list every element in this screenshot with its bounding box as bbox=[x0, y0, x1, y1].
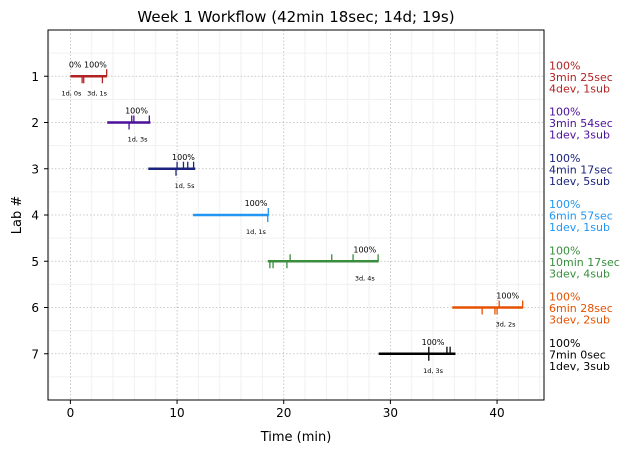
summary-line: 100% bbox=[549, 59, 580, 72]
summary-line: 4dev, 1sub bbox=[549, 82, 610, 95]
summary-line: 100% bbox=[549, 106, 580, 119]
summary-line: 3min 25sec bbox=[549, 71, 613, 84]
detail-label: 3d, 4s bbox=[355, 274, 376, 282]
progress-label: 100% bbox=[422, 338, 445, 347]
summary-line: 4min 17sec bbox=[549, 163, 613, 176]
summary-line: 100% bbox=[549, 198, 580, 211]
x-tick-label: 20 bbox=[276, 406, 291, 420]
detail-label: 1d, 3s bbox=[423, 367, 444, 375]
progress-label: 100% bbox=[353, 245, 376, 254]
x-tick-label: 0 bbox=[67, 406, 75, 420]
detail-label: 1d, 1s bbox=[246, 228, 267, 236]
progress-label: 100% bbox=[245, 199, 268, 208]
summary-line: 6min 57sec bbox=[549, 210, 613, 223]
grid bbox=[48, 30, 544, 400]
y-tick-label: 5 bbox=[31, 255, 39, 269]
summary-line: 100% bbox=[549, 152, 580, 165]
detail-label: 3d, 1s bbox=[87, 89, 108, 97]
progress-label: 100% bbox=[172, 153, 195, 162]
y-tick-label: 2 bbox=[31, 116, 39, 130]
detail-label: 1d, 3s bbox=[128, 136, 149, 144]
summary-line: 7min 0sec bbox=[549, 348, 606, 361]
summary-line: 1dev, 3sub bbox=[549, 129, 610, 142]
y-tick-label: 6 bbox=[31, 301, 39, 315]
x-tick-label: 40 bbox=[489, 406, 504, 420]
y-tick-label: 4 bbox=[31, 209, 39, 223]
summary-line: 100% bbox=[549, 337, 580, 350]
summary-line: 3dev, 4sub bbox=[549, 267, 610, 280]
x-axis-label: Time (min) bbox=[260, 430, 332, 445]
summary-line: 6min 28sec bbox=[549, 302, 613, 315]
x-tick-label: 10 bbox=[169, 406, 184, 420]
progress-label: 100% bbox=[496, 292, 519, 301]
detail-label: 1d, 0s bbox=[62, 89, 83, 97]
detail-label: 3d, 2s bbox=[496, 321, 517, 329]
axes: 0 10 20 30 40 1 2 3 4 5 6 7 bbox=[31, 70, 504, 420]
summary-line: 10min 17sec bbox=[549, 256, 620, 269]
detail-label: 1d, 5s bbox=[175, 182, 196, 190]
y-tick-label: 7 bbox=[31, 347, 39, 361]
summary-line: 3dev, 2sub bbox=[549, 314, 610, 327]
progress-label: 100% bbox=[125, 107, 148, 116]
summary-line: 1dev, 1sub bbox=[549, 221, 610, 234]
y-axis-label: Lab # bbox=[10, 196, 25, 235]
summary-line: 3min 54sec bbox=[549, 117, 613, 130]
progress-label: 0% bbox=[69, 60, 82, 69]
x-tick-label: 30 bbox=[383, 406, 398, 420]
summary-line: 100% bbox=[549, 291, 580, 304]
progress-label: 100% bbox=[84, 60, 107, 69]
summary-line: 1dev, 3sub bbox=[549, 360, 610, 373]
y-tick-label: 3 bbox=[31, 162, 39, 176]
summary-line: 100% bbox=[549, 244, 580, 257]
chart-title: Week 1 Workflow (42min 18sec; 14d; 19s) bbox=[137, 8, 454, 26]
summary-line: 1dev, 5sub bbox=[549, 175, 610, 188]
y-tick-label: 1 bbox=[31, 70, 39, 84]
